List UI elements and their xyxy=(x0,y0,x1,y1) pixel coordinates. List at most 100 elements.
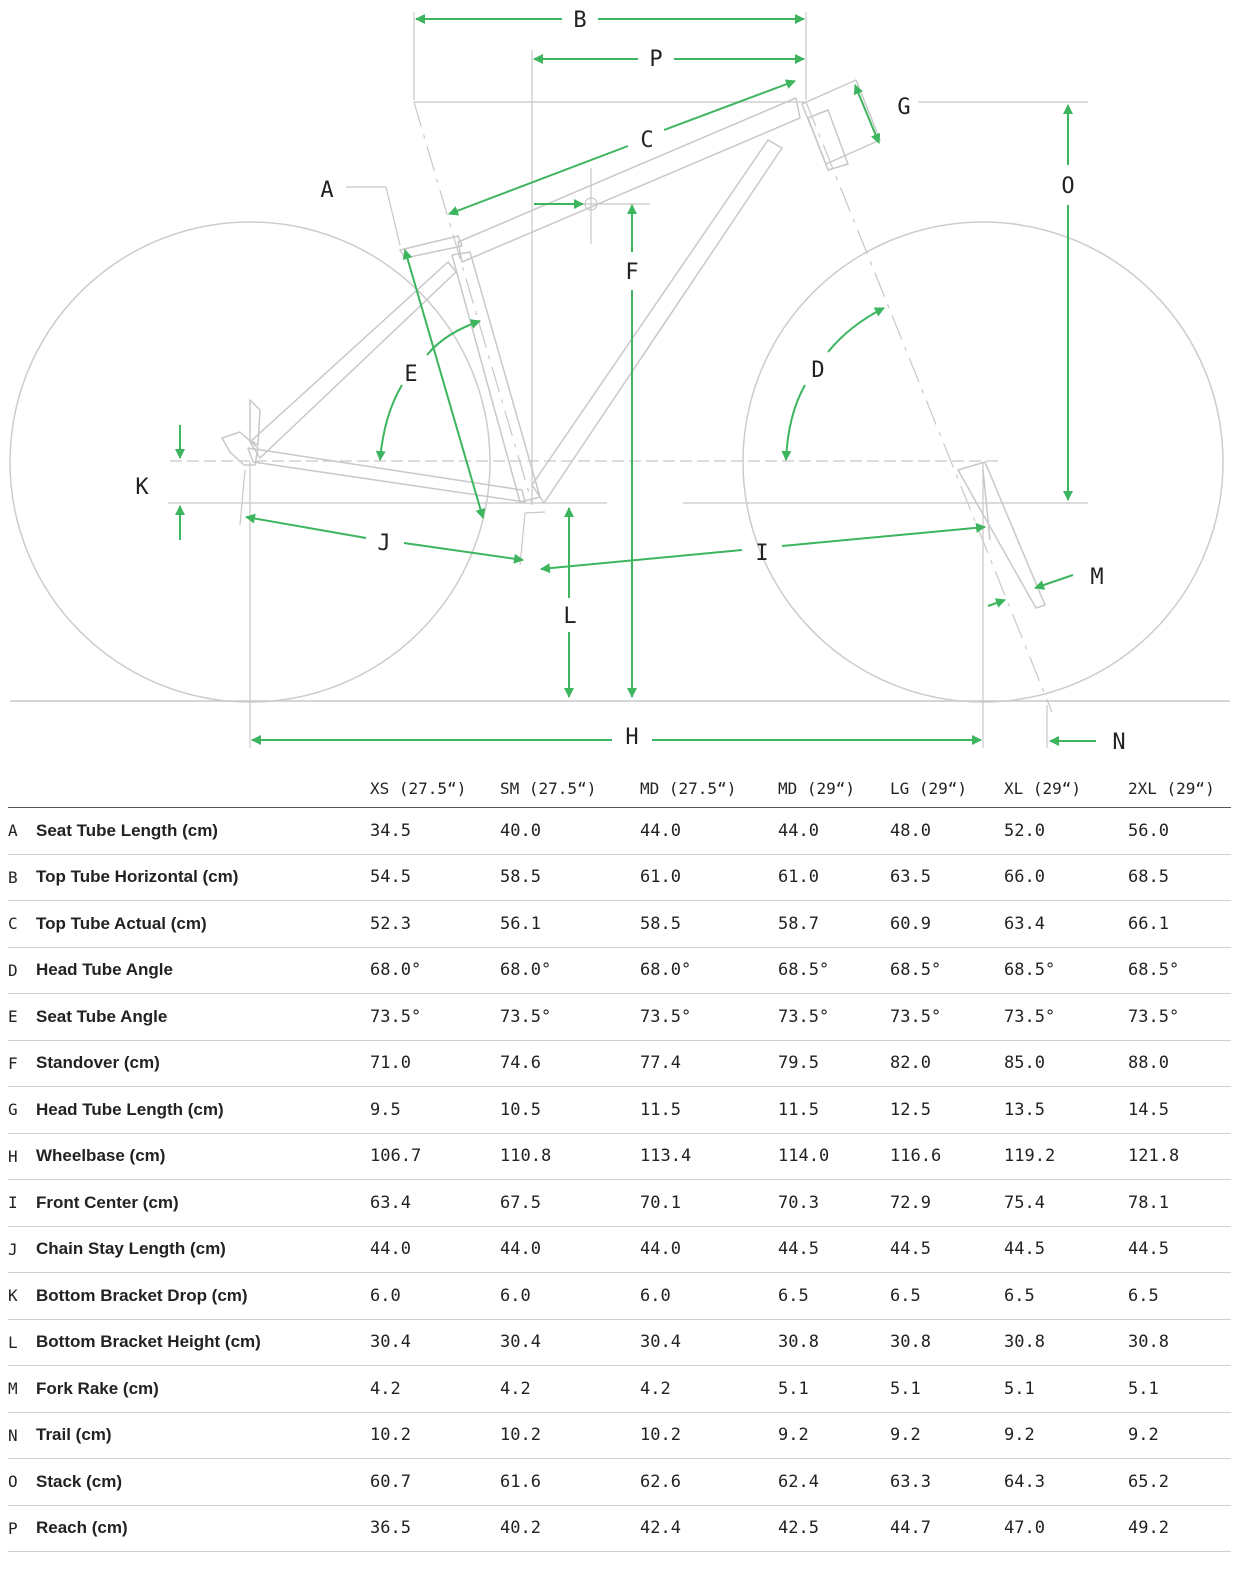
value-cell: 44.0 xyxy=(778,807,890,855)
table-row: B Top Tube Horizontal (cm) 54.5 58.5 61.0 61.… xyxy=(8,854,1231,901)
value-cell: 5.1 xyxy=(1004,1365,1128,1413)
row-letter: O xyxy=(8,1458,36,1506)
value-cell: 65.2 xyxy=(1128,1458,1231,1506)
value-cell: 42.5 xyxy=(778,1505,890,1552)
value-cell: 73.5° xyxy=(890,993,1004,1041)
row-letter: M xyxy=(8,1365,36,1413)
size-header: XS (27.5“) xyxy=(370,770,500,808)
bike-geometry-diagram: A B C D E F G H I J K L M N O P xyxy=(9,8,1230,755)
value-cell: 74.6 xyxy=(500,1040,640,1087)
size-header: 2XL (29“) xyxy=(1128,770,1231,808)
value-cell: 52.3 xyxy=(370,900,500,948)
value-cell: 68.5° xyxy=(778,947,890,994)
value-cell: 9.2 xyxy=(778,1412,890,1459)
row-letter: A xyxy=(8,807,36,855)
value-cell: 79.5 xyxy=(778,1040,890,1087)
value-cell: 30.4 xyxy=(500,1319,640,1366)
measurement-name: Trail (cm) xyxy=(36,1412,370,1459)
table-row: M Fork Rake (cm) 4.2 4.2 4.2 5.1 5.1 5.1 5.1 xyxy=(8,1365,1231,1413)
table-header-row: XS (27.5“) SM (27.5“) MD (27.5“) MD (29“… xyxy=(8,770,1231,808)
dim-label-b: B xyxy=(573,8,586,33)
value-cell: 10.2 xyxy=(640,1412,778,1459)
dim-label-l: L xyxy=(563,604,576,629)
value-cell: 6.0 xyxy=(500,1272,640,1320)
row-letter: F xyxy=(8,1040,36,1087)
value-cell: 6.5 xyxy=(778,1272,890,1320)
measurement-name: Seat Tube Length (cm) xyxy=(36,807,370,855)
table-row: E Seat Tube Angle 73.5° 73.5° 73.5° 73.5° 73.5… xyxy=(8,993,1231,1041)
value-cell: 62.6 xyxy=(640,1458,778,1506)
value-cell: 49.2 xyxy=(1128,1505,1231,1552)
value-cell: 9.2 xyxy=(890,1412,1004,1459)
measurement-name: Top Tube Actual (cm) xyxy=(36,900,370,948)
value-cell: 4.2 xyxy=(640,1365,778,1413)
value-cell: 5.1 xyxy=(1128,1365,1231,1413)
value-cell: 14.5 xyxy=(1128,1086,1231,1134)
row-letter: E xyxy=(8,993,36,1041)
value-cell: 6.0 xyxy=(640,1272,778,1320)
value-cell: 73.5° xyxy=(1128,993,1231,1041)
measurement-name: Seat Tube Angle xyxy=(36,993,370,1041)
value-cell: 40.0 xyxy=(500,807,640,855)
value-cell: 67.5 xyxy=(500,1179,640,1227)
table-row: D Head Tube Angle 68.0° 68.0° 68.0° 68.5° 68.5… xyxy=(8,947,1231,994)
dim-label-a: A xyxy=(320,178,333,203)
value-cell: 11.5 xyxy=(640,1086,778,1134)
value-cell: 30.4 xyxy=(370,1319,500,1366)
value-cell: 88.0 xyxy=(1128,1040,1231,1087)
bike-frame xyxy=(221,79,1046,609)
value-cell: 63.3 xyxy=(890,1458,1004,1506)
row-letter: N xyxy=(8,1412,36,1459)
header-measure-spacer xyxy=(36,770,370,808)
value-cell: 73.5° xyxy=(370,993,500,1041)
measurement-name: Top Tube Horizontal (cm) xyxy=(36,854,370,901)
dim-label-d: D xyxy=(811,358,824,383)
table-row: C Top Tube Actual (cm) 52.3 56.1 58.5 58.7 60.… xyxy=(8,900,1231,948)
value-cell: 68.5° xyxy=(1128,947,1231,994)
row-letter: C xyxy=(8,900,36,948)
value-cell: 70.1 xyxy=(640,1179,778,1227)
dim-label-i: I xyxy=(755,541,768,566)
table-row: L Bottom Bracket Height (cm) 30.4 30.4 30.4 3… xyxy=(8,1319,1231,1366)
measurement-name: Chain Stay Length (cm) xyxy=(36,1226,370,1273)
value-cell: 44.5 xyxy=(778,1226,890,1273)
value-cell: 12.5 xyxy=(890,1086,1004,1134)
value-cell: 47.0 xyxy=(1004,1505,1128,1552)
table-row: I Front Center (cm) 63.4 67.5 70.1 70.3 72.9 75… xyxy=(8,1179,1231,1227)
value-cell: 42.4 xyxy=(640,1505,778,1552)
table-row: N Trail (cm) 10.2 10.2 10.2 9.2 9.2 9.2 9.2 xyxy=(8,1412,1231,1459)
size-header: LG (29“) xyxy=(890,770,1004,808)
table-row: A Seat Tube Length (cm) 34.5 40.0 44.0 44.0 48… xyxy=(8,807,1231,855)
value-cell: 10.5 xyxy=(500,1086,640,1134)
row-letter: G xyxy=(8,1086,36,1134)
size-header: MD (29“) xyxy=(778,770,890,808)
table-row: F Standover (cm) 71.0 74.6 77.4 79.5 82.0 85.0 8… xyxy=(8,1040,1231,1087)
row-letter: J xyxy=(8,1226,36,1273)
value-cell: 13.5 xyxy=(1004,1086,1128,1134)
value-cell: 71.0 xyxy=(370,1040,500,1087)
value-cell: 70.3 xyxy=(778,1179,890,1227)
dim-label-k: K xyxy=(135,475,149,500)
value-cell: 63.4 xyxy=(370,1179,500,1227)
dashed-axes xyxy=(170,101,1053,713)
measurement-name: Front Center (cm) xyxy=(36,1179,370,1227)
row-letter: H xyxy=(8,1133,36,1180)
size-header: MD (27.5“) xyxy=(640,770,778,808)
row-letter: P xyxy=(8,1505,36,1552)
value-cell: 9.2 xyxy=(1128,1412,1231,1459)
table-row: P Reach (cm) 36.5 40.2 42.4 42.5 44.7 47.0 49.2 xyxy=(8,1505,1231,1552)
value-cell: 52.0 xyxy=(1004,807,1128,855)
value-cell: 30.8 xyxy=(778,1319,890,1366)
table-row: H Wheelbase (cm) 106.7 110.8 113.4 114.0 116.6… xyxy=(8,1133,1231,1180)
value-cell: 5.1 xyxy=(778,1365,890,1413)
table-row: J Chain Stay Length (cm) 44.0 44.0 44.0 44.5 4… xyxy=(8,1226,1231,1273)
dim-label-h: H xyxy=(625,725,638,750)
value-cell: 119.2 xyxy=(1004,1133,1128,1180)
value-cell: 68.0° xyxy=(640,947,778,994)
table-row: K Bottom Bracket Drop (cm) 6.0 6.0 6.0 6.5 6.5… xyxy=(8,1272,1231,1320)
table-row: G Head Tube Length (cm) 9.5 10.5 11.5 11.5 12.… xyxy=(8,1086,1231,1134)
dim-label-f: F xyxy=(625,260,638,285)
value-cell: 82.0 xyxy=(890,1040,1004,1087)
dim-label-o: O xyxy=(1061,174,1074,199)
value-cell: 44.7 xyxy=(890,1505,1004,1552)
